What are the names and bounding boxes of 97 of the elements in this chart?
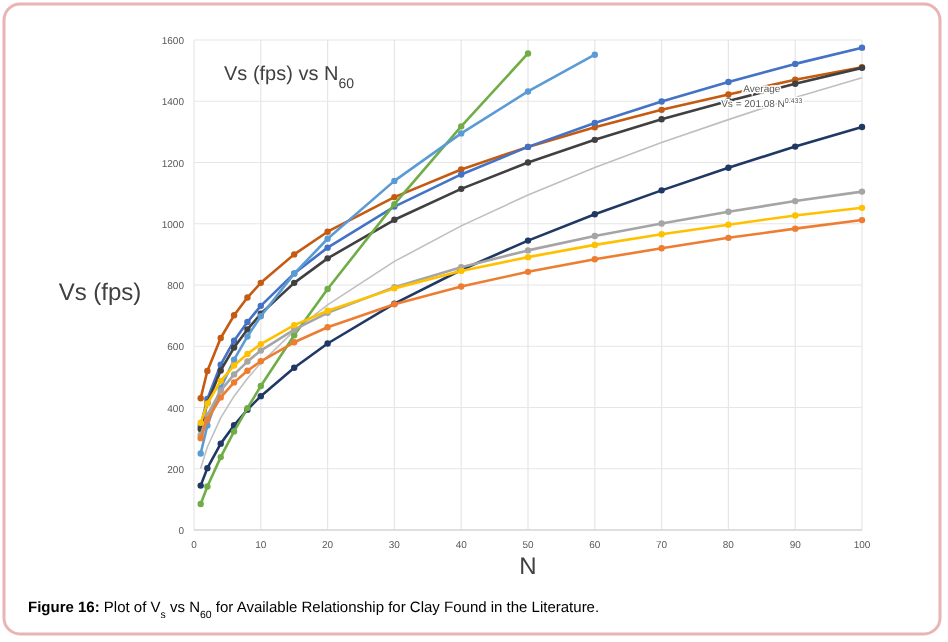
- point: [524, 247, 532, 254]
- point: [257, 358, 264, 365]
- point: [230, 356, 238, 363]
- point: [725, 234, 732, 242]
- point: [858, 204, 866, 212]
- point: [244, 358, 251, 365]
- point: [524, 159, 532, 166]
- point: [217, 367, 224, 374]
- point: [291, 364, 298, 371]
- point: [257, 347, 264, 354]
- point: [324, 244, 331, 251]
- point: [257, 340, 264, 348]
- point: [524, 237, 532, 244]
- point: [204, 483, 211, 490]
- point: [591, 119, 598, 127]
- point: [244, 294, 251, 301]
- point: [725, 221, 732, 228]
- point: [792, 225, 799, 232]
- point: [197, 482, 204, 489]
- point: [725, 78, 732, 86]
- point: [792, 212, 799, 219]
- point: [230, 337, 238, 344]
- point: [524, 50, 532, 57]
- point: [591, 232, 598, 240]
- point: [658, 116, 665, 123]
- point: [725, 91, 732, 98]
- point: [291, 339, 298, 346]
- y-axis-title: Vs (fps): [58, 278, 142, 306]
- point: [324, 228, 331, 235]
- point: [658, 187, 665, 194]
- point: [658, 245, 665, 252]
- point: [658, 106, 665, 114]
- point: [324, 340, 331, 347]
- point: [591, 136, 598, 144]
- point: [324, 285, 331, 293]
- point: [324, 235, 331, 242]
- point: [524, 88, 532, 95]
- point: [291, 321, 298, 329]
- x-axis-title: N: [519, 552, 537, 580]
- point: [230, 344, 238, 351]
- point: [197, 395, 204, 402]
- point: [792, 143, 799, 150]
- point: [291, 279, 298, 287]
- line-series: [197, 51, 598, 457]
- point: [391, 193, 398, 201]
- point: [458, 283, 465, 290]
- point: [458, 171, 465, 178]
- point: [324, 324, 331, 331]
- point: [230, 428, 238, 435]
- point: [230, 362, 238, 369]
- point: [257, 392, 264, 400]
- point: [230, 379, 238, 386]
- point: [217, 377, 224, 385]
- point: [197, 500, 204, 508]
- point: [391, 216, 398, 223]
- point: [244, 333, 251, 340]
- point: [792, 197, 799, 205]
- point: [217, 440, 224, 447]
- point: [458, 123, 465, 130]
- point: [244, 367, 251, 374]
- point: [291, 332, 298, 339]
- point: [204, 464, 211, 472]
- point: [658, 98, 665, 105]
- point: [658, 220, 665, 227]
- point: [458, 185, 465, 193]
- point: [858, 216, 866, 224]
- point: [858, 44, 866, 51]
- point: [217, 453, 224, 461]
- point: [458, 130, 465, 137]
- point: [524, 253, 532, 261]
- point: [217, 394, 224, 401]
- text: Vs (fps) vs N$_{60}$: [224, 64, 355, 91]
- point: [858, 188, 866, 195]
- point: [244, 318, 251, 326]
- point: [244, 350, 251, 358]
- point: [291, 251, 298, 258]
- point: [257, 279, 264, 287]
- point: [792, 60, 799, 68]
- point: [230, 312, 238, 319]
- point: [197, 450, 204, 457]
- point: [858, 123, 866, 131]
- point: [591, 241, 598, 249]
- point: [658, 230, 665, 238]
- point: [257, 302, 264, 310]
- point: [591, 51, 598, 58]
- point: [591, 256, 598, 263]
- point: [324, 255, 331, 262]
- point: [725, 164, 732, 171]
- point: [391, 177, 398, 185]
- point: [524, 268, 532, 276]
- point: [725, 208, 732, 216]
- point: [230, 371, 238, 378]
- point: [591, 211, 598, 218]
- point: [204, 367, 211, 375]
- point: [257, 382, 264, 390]
- point: [204, 416, 211, 423]
- point: [217, 334, 224, 342]
